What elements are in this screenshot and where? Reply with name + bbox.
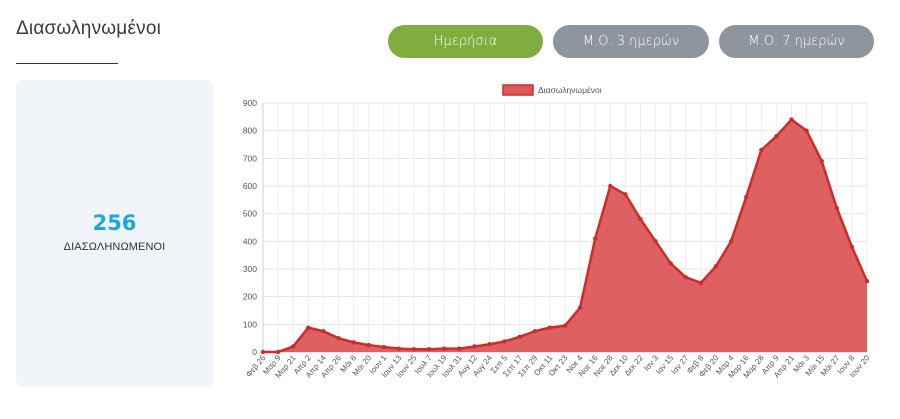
moving-average-3-days-button[interactable]: Μ.Ο. 3 ημερών [553,25,709,58]
data-point [804,128,809,133]
legend-swatch [502,84,534,96]
data-point [351,340,356,345]
data-point [472,344,477,349]
data-point [562,323,568,328]
data-point [275,349,281,355]
y-tick-label: 100 [243,319,257,329]
data-point [668,261,673,266]
data-point [547,325,553,330]
y-tick-label: 900 [243,98,257,108]
stat-value: 256 [92,211,137,235]
daily-button[interactable]: Ημερήσια [388,25,543,58]
data-point [577,305,583,310]
data-point [291,344,296,349]
data-point [653,239,658,244]
data-point [864,278,870,284]
data-point [457,346,462,351]
data-point [532,329,537,334]
data-point [608,183,613,189]
y-tick-label: 200 [243,292,257,302]
moving-average-7-days-button[interactable]: Μ.Ο. 7 ημερών [719,25,874,58]
data-point [759,147,764,153]
data-point [306,325,311,330]
data-point [593,236,598,241]
data-point [381,344,386,350]
title-underline [16,63,118,64]
data-point [834,205,839,211]
y-tick-label: 400 [243,236,257,246]
data-point [442,346,447,351]
y-tick-label: 700 [243,153,257,163]
y-tick-label: 500 [243,209,257,219]
data-point [744,194,749,200]
data-point [849,244,855,250]
data-point [683,275,688,280]
data-point [426,347,432,352]
data-point [713,264,719,269]
data-point [774,134,779,139]
series-area [263,119,867,352]
page-title: Διασωληνωμένοι [16,18,162,39]
data-point [366,342,371,348]
data-point [411,347,417,352]
data-point [638,217,643,222]
data-point [260,349,266,355]
data-point [396,346,402,351]
data-point [502,339,507,344]
stat-card [16,80,213,387]
data-point [517,334,522,339]
stat-label: ΔΙΑΣΩΛΗΝΩΜΕΝΟΙ [63,241,166,253]
data-point [728,239,734,244]
y-tick-label: 0 [252,347,257,357]
data-point [321,329,326,334]
legend-label: Διασωληνωμένοι [538,85,602,95]
data-point [789,117,794,122]
y-tick-label: 800 [243,126,257,136]
data-point [698,280,704,286]
y-tick-label: 300 [243,264,257,274]
data-point [487,342,492,347]
y-tick-label: 600 [243,181,257,191]
data-point [336,335,341,341]
data-point [623,192,628,197]
data-point [819,158,824,164]
